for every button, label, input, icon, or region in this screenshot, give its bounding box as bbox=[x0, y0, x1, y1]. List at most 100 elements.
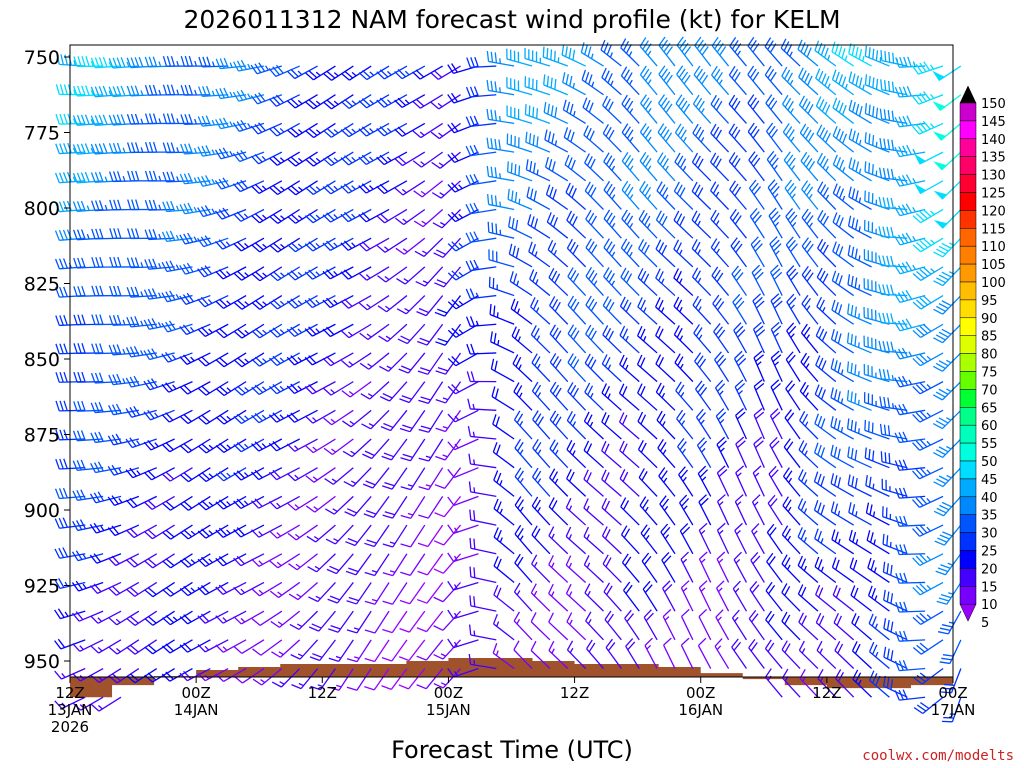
wind-barb-half bbox=[589, 421, 594, 428]
wind-barb-full bbox=[832, 585, 838, 596]
wind-barb-staff bbox=[202, 122, 229, 127]
wind-barb-full bbox=[219, 328, 228, 337]
wind-barb-staff bbox=[564, 164, 587, 182]
wind-barb-full bbox=[108, 587, 117, 596]
wind-barb bbox=[716, 522, 730, 555]
wind-barb bbox=[620, 38, 640, 67]
wind-barb bbox=[90, 610, 122, 624]
wind-barb-full bbox=[197, 615, 206, 624]
wind-barb-full bbox=[640, 385, 646, 397]
wind-barb-full bbox=[55, 372, 60, 383]
wind-barb bbox=[72, 459, 104, 472]
wind-barb-full bbox=[143, 350, 150, 360]
wind-barb bbox=[343, 467, 372, 487]
wind-barb-half bbox=[715, 191, 720, 197]
wind-barb-staff bbox=[353, 495, 372, 517]
wind-barb-full bbox=[564, 154, 570, 166]
wind-barb-half bbox=[211, 61, 215, 67]
wind-barb-full bbox=[143, 289, 150, 300]
wind-barb-full bbox=[642, 154, 649, 165]
wind-barb-full bbox=[400, 543, 411, 548]
wind-barb-half bbox=[108, 61, 112, 67]
wind-barb-full bbox=[717, 494, 726, 503]
wind-barb-half bbox=[278, 651, 284, 656]
wind-barb bbox=[639, 496, 658, 526]
wind-barb-full bbox=[623, 41, 630, 51]
wind-barb-staff bbox=[77, 553, 104, 562]
terrain-surface-layer bbox=[70, 657, 953, 698]
wind-barb-half bbox=[368, 422, 374, 427]
wind-barb bbox=[381, 639, 408, 662]
wind-barb bbox=[710, 238, 730, 268]
wind-barb bbox=[398, 352, 426, 374]
wind-barb bbox=[376, 180, 408, 195]
wind-barb-full bbox=[473, 567, 476, 578]
wind-barb-full bbox=[215, 586, 224, 595]
wind-barb-full bbox=[882, 197, 887, 208]
wind-barb-staff bbox=[881, 89, 908, 96]
wind-barb-staff bbox=[348, 294, 372, 309]
wind-barb-full bbox=[764, 639, 772, 649]
wind-barb-full bbox=[326, 127, 336, 136]
wind-barb-full bbox=[784, 499, 792, 509]
wind-barb-full bbox=[437, 337, 448, 343]
wind-barb-full bbox=[179, 587, 189, 597]
wind-barb-staff bbox=[390, 668, 408, 690]
wind-barb-full bbox=[219, 471, 228, 480]
wind-barb-full bbox=[183, 500, 193, 509]
wind-barb-staff bbox=[770, 300, 783, 325]
wind-barb-staff bbox=[848, 81, 872, 96]
wind-barb-full bbox=[169, 290, 176, 301]
wind-barb-full bbox=[837, 477, 842, 488]
wind-barb-full bbox=[254, 213, 264, 222]
wind-barb bbox=[179, 381, 211, 395]
wind-barb-full bbox=[683, 103, 691, 114]
wind-barb bbox=[548, 497, 569, 526]
wind-barb-staff bbox=[566, 593, 587, 612]
wind-barb-full bbox=[414, 250, 425, 257]
wind-barb-full bbox=[161, 645, 171, 654]
wind-barb-full bbox=[204, 235, 212, 245]
wind-barb-staff bbox=[406, 323, 426, 344]
wind-barb-full bbox=[508, 216, 512, 227]
wind-barb-full bbox=[639, 496, 647, 506]
wind-barb-full bbox=[76, 520, 83, 530]
wind-barb-staff bbox=[624, 617, 640, 641]
wind-barb bbox=[621, 123, 640, 153]
wind-barb-full bbox=[820, 475, 825, 487]
wind-barb bbox=[767, 494, 783, 526]
wind-barb-full bbox=[765, 610, 773, 621]
wind-barb-half bbox=[244, 415, 249, 420]
wind-barb-half bbox=[499, 480, 503, 486]
wind-barb-staff bbox=[116, 667, 140, 684]
wind-barb-staff bbox=[149, 352, 175, 361]
wind-barb-staff bbox=[864, 373, 890, 383]
wind-barb bbox=[399, 381, 426, 404]
wind-barb-staff bbox=[865, 84, 890, 96]
wind-barb-full bbox=[714, 351, 722, 361]
wind-barb-half bbox=[855, 539, 859, 545]
wind-barb-full bbox=[493, 584, 499, 596]
wind-barb-staff bbox=[369, 381, 390, 400]
wind-barb-full bbox=[660, 470, 668, 480]
wind-barb-staff bbox=[782, 103, 801, 124]
wind-barb-staff bbox=[317, 582, 336, 602]
wind-barb bbox=[878, 167, 908, 182]
wind-barb-full bbox=[162, 84, 168, 95]
wind-barb bbox=[287, 208, 318, 224]
wind-barb-half bbox=[718, 529, 724, 535]
wind-barb-staff bbox=[817, 677, 837, 698]
wind-barb-half bbox=[422, 280, 429, 284]
wind-barb-half bbox=[104, 204, 108, 211]
wind-barb bbox=[753, 407, 765, 440]
wind-barb-full bbox=[830, 501, 835, 512]
wind-barb-half bbox=[90, 61, 94, 67]
wind-barb-staff bbox=[816, 161, 837, 182]
wind-barb-half bbox=[317, 684, 323, 688]
wind-barb-full bbox=[605, 270, 613, 280]
wind-barb-staff bbox=[298, 610, 319, 630]
wind-barb bbox=[584, 382, 604, 411]
wind-barb-staff bbox=[769, 243, 783, 268]
wind-barb-full bbox=[215, 388, 225, 396]
wind-barb bbox=[732, 293, 748, 325]
